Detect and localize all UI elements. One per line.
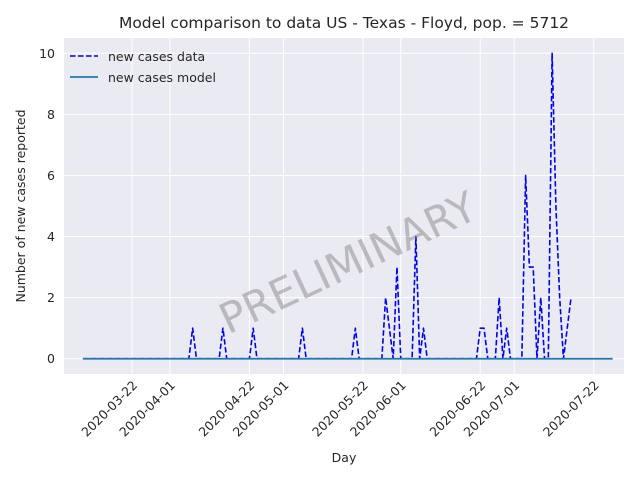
grid [64, 38, 624, 374]
y-tick-label: 10 [39, 46, 55, 61]
plot-background [64, 38, 624, 374]
y-ticks: 0 2 4 6 8 10 [39, 46, 55, 366]
y-tick-label: 2 [47, 290, 55, 305]
series-layer [82, 52, 613, 360]
x-axis-label: Day [332, 450, 357, 465]
y-tick-label: 4 [47, 229, 55, 244]
legend-label-data: new cases data [108, 49, 205, 64]
y-tick-label: 6 [47, 168, 55, 183]
x-tick-label: 2020-07-22 [540, 378, 602, 440]
legend-label-model: new cases model [108, 70, 216, 85]
legend: new cases data new cases model [70, 49, 216, 85]
y-tick-label: 0 [47, 351, 55, 366]
y-axis-label: Number of new cases reported [13, 109, 28, 302]
chart-title: Model comparison to data US - Texas - Fl… [119, 14, 569, 32]
y-tick-label: 8 [47, 107, 55, 122]
